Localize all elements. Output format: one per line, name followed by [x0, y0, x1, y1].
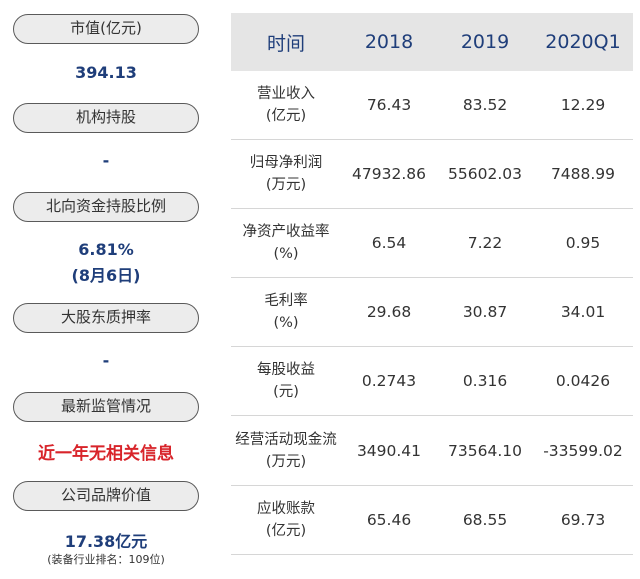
- row-label: 毛利率 (%): [264, 293, 308, 332]
- pledge-ratio-label: 大股东质押率: [13, 303, 199, 333]
- northbound-ratio-value: 6.81%: [78, 240, 134, 259]
- cell-value: 65.46: [366, 510, 412, 529]
- cell-value: 34.01: [560, 303, 606, 322]
- cell-value: 0.0426: [555, 372, 611, 391]
- cell-value: 7.22: [467, 234, 503, 253]
- row-label: 每股收益 (元): [257, 362, 315, 401]
- header-2018: 2018: [364, 31, 414, 53]
- institutional-holding-label: 机构持股: [13, 103, 199, 133]
- row-label: 经营活动现金流 (万元): [235, 431, 337, 470]
- regulatory-status-label: 最新监管情况: [13, 392, 199, 422]
- table-row: 营业收入 (亿元) 76.43 83.52 12.29: [231, 71, 633, 141]
- cell-value: 76.43: [366, 96, 412, 115]
- cell-value: 0.2743: [361, 372, 417, 391]
- regulatory-status-value: 近一年无相关信息: [38, 444, 174, 464]
- brand-value-value: 17.38亿元: [64, 532, 148, 551]
- cell-value: 3490.41: [356, 441, 422, 460]
- row-label: 净资产收益率 (%): [242, 224, 330, 263]
- cell-value: -33599.02: [543, 441, 623, 460]
- table-row: 经营活动现金流 (万元) 3490.41 73564.10 -33599.02: [231, 416, 633, 486]
- cell-value: 0.95: [565, 234, 601, 253]
- table-row: 应收账款 (亿元) 65.46 68.55 69.73: [231, 486, 633, 555]
- cell-value: 69.73: [560, 510, 606, 529]
- table-row: 归母净利润 (万元) 47932.86 55602.03 7488.99: [231, 140, 633, 210]
- table-row: 每股收益 (元) 0.2743 0.316 0.0426: [231, 347, 633, 417]
- table-row: 净资产收益率 (%) 6.54 7.22 0.95: [231, 209, 633, 279]
- cell-value: 6.54: [371, 234, 407, 253]
- row-label: 应收账款 (亿元): [257, 500, 315, 539]
- header-2019: 2019: [460, 31, 510, 53]
- table-row: 毛利率 (%) 29.68 30.87 34.01: [231, 278, 633, 348]
- cell-value: 47932.86: [352, 165, 426, 184]
- header-2020q1: 2020Q1: [545, 31, 621, 53]
- left-panel: 市值(亿元) 394.13 机构持股 - 北向资金持股比例 6.81% (8月6…: [0, 0, 212, 579]
- table-header: 时间 2018 2019 2020Q1: [231, 13, 633, 71]
- cell-value: 30.87: [462, 303, 508, 322]
- northbound-ratio-label: 北向资金持股比例: [13, 192, 199, 222]
- northbound-ratio-date: (8月6日): [71, 266, 141, 285]
- cell-value: 7488.99: [550, 165, 616, 184]
- cell-value: 0.316: [462, 372, 508, 391]
- market-cap-label: 市值(亿元): [13, 14, 199, 44]
- row-label: 营业收入 (亿元): [257, 86, 315, 125]
- cell-value: 29.68: [366, 303, 412, 322]
- financial-table: 时间 2018 2019 2020Q1 营业收入 (亿元) 76.43 83.52…: [231, 13, 633, 555]
- cell-value: 83.52: [462, 96, 508, 115]
- cell-value: 73564.10: [448, 441, 522, 460]
- brand-rank-note: (装备行业排名：109位): [47, 553, 165, 566]
- institutional-holding-value: -: [102, 151, 110, 170]
- cell-value: 12.29: [560, 96, 606, 115]
- market-cap-value: 394.13: [75, 63, 137, 82]
- header-time: 时间: [266, 32, 305, 55]
- row-label: 归母净利润 (万元): [249, 155, 323, 194]
- cell-value: 55602.03: [448, 165, 522, 184]
- pledge-ratio-value: -: [102, 351, 110, 370]
- brand-value-label: 公司品牌价值: [13, 481, 199, 511]
- cell-value: 68.55: [462, 510, 508, 529]
